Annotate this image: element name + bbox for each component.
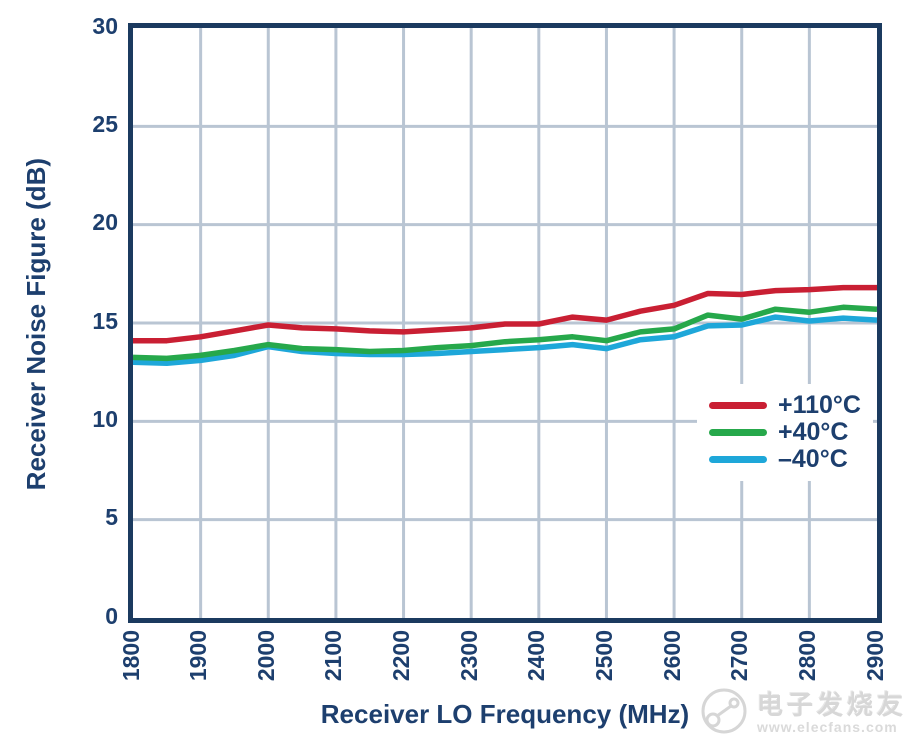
legend-label-minus40c: –40°C [778,445,848,473]
legend-swatch-plus40c [709,429,767,436]
legend: +110°C +40°C –40°C [697,384,873,481]
x-tick-label: 2700 [726,630,753,682]
y-tick-label: 0 [105,602,118,629]
y-tick-label: 30 [92,12,118,39]
watermark-url: www.elecfans.com [756,719,898,735]
x-tick-label: 2900 [861,630,888,682]
x-tick-label: 1800 [117,630,144,682]
y-tick-label: 10 [92,405,118,432]
legend-label-plus110c: +110°C [778,391,861,419]
y-tick-label: 25 [92,110,118,137]
legend-swatch-minus40c [709,456,767,463]
series-line-110C [133,284,877,344]
series-line-40C [133,304,877,362]
x-tick-label: 2500 [590,630,617,682]
series-line-40C [133,314,877,367]
legend-item-minus40c: –40°C [709,447,861,472]
x-tick-label: 2100 [320,630,347,682]
x-tick-label: 2000 [252,630,279,682]
y-axis-title: Receiver Noise Figure (dB) [21,158,51,491]
x-tick-label: 2800 [793,630,820,682]
legend-swatch-plus110c [709,402,767,409]
watermark-text: 电子发烧友 www.elecfans.com [757,691,907,735]
watermark: 电子发烧友 www.elecfans.com [694,684,907,742]
x-tick-label: 1900 [185,630,212,682]
watermark-brand-name: 电子发烧友 [756,690,907,720]
legend-item-plus40c: +40°C [709,420,861,445]
x-tick-label: 2200 [388,630,415,682]
x-tick-label: 2300 [455,630,482,682]
x-axis-title: Receiver LO Frequency (MHz) [320,699,690,729]
y-tick-label: 15 [92,307,118,334]
y-tick-label: 5 [105,504,118,531]
x-tick-label: 2600 [658,630,685,682]
legend-label-plus40c: +40°C [778,418,849,446]
chart-canvas [133,28,877,618]
elecfans-logo-icon [701,688,747,734]
plot-area [128,23,882,623]
y-tick-label: 20 [92,209,118,236]
x-tick-label: 2400 [523,630,550,682]
legend-item-plus110c: +110°C [709,393,861,418]
